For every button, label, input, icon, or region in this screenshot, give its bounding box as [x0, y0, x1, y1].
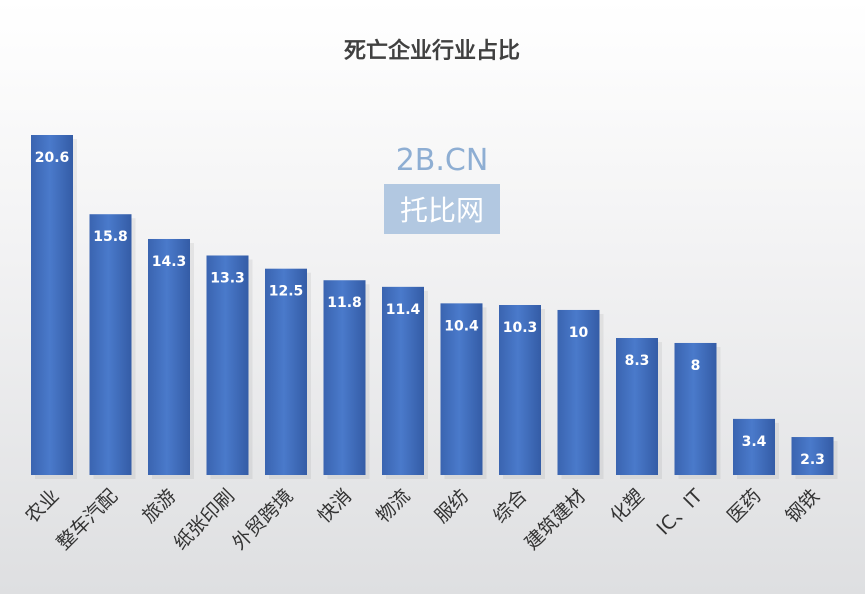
value-label: 13.3	[210, 270, 245, 286]
bars-group	[31, 135, 838, 479]
bar-9	[499, 305, 541, 475]
bar-1	[31, 135, 73, 475]
category-label: IC、IT	[653, 485, 708, 540]
bar-6	[323, 280, 366, 475]
category-label: 整车汽配	[53, 485, 122, 554]
value-label: 10.3	[503, 320, 538, 336]
bar-3	[148, 238, 190, 475]
value-label: 20.6	[35, 150, 70, 166]
bar-5	[265, 268, 307, 475]
value-label: 11.8	[327, 295, 362, 311]
bar-10	[557, 309, 600, 475]
category-label: 化塑	[606, 485, 648, 527]
value-label: 8.3	[625, 353, 650, 369]
value-label: 12.5	[269, 284, 304, 300]
value-label: 15.8	[93, 229, 128, 245]
category-label: 物流	[372, 485, 414, 527]
value-labels-group: 20.6 15.8 14.3 13.3 12.5 11.8 11.4 10.4 10.3 10 8.…	[35, 150, 825, 468]
value-label: 8	[691, 358, 701, 374]
category-label: 综合	[489, 485, 531, 527]
chart-title: 死亡企业行业占比	[344, 38, 520, 64]
watermark-subtext: 托比网	[400, 194, 484, 227]
bar-14	[791, 437, 834, 475]
bar-8	[440, 303, 483, 475]
watermark-box	[384, 184, 500, 234]
bar-11	[616, 338, 658, 475]
category-label: 农业	[21, 485, 63, 527]
category-label: 快消	[314, 485, 356, 527]
category-label: 旅游	[138, 485, 180, 527]
value-label: 10.4	[444, 318, 479, 334]
category-label: 服纺	[431, 485, 473, 527]
value-label: 10	[569, 325, 589, 341]
bar-12	[674, 342, 717, 475]
bar-4	[206, 255, 249, 475]
bar-7	[382, 286, 424, 475]
category-label: 纸张印刷	[170, 485, 239, 554]
category-label: 钢铁	[782, 485, 824, 527]
bar-13	[733, 418, 775, 475]
value-label: 2.3	[800, 452, 825, 468]
category-label: 医药	[723, 485, 765, 527]
watermark-text: 2B.CN	[396, 143, 489, 178]
value-label: 11.4	[386, 302, 421, 318]
category-label: 外贸跨境	[228, 485, 297, 554]
value-label: 14.3	[152, 254, 187, 270]
value-label: 3.4	[742, 434, 767, 450]
watermark: 2B.CN 托比网	[384, 143, 500, 234]
bar-2	[89, 214, 132, 475]
category-label: 建筑建材	[521, 485, 590, 554]
